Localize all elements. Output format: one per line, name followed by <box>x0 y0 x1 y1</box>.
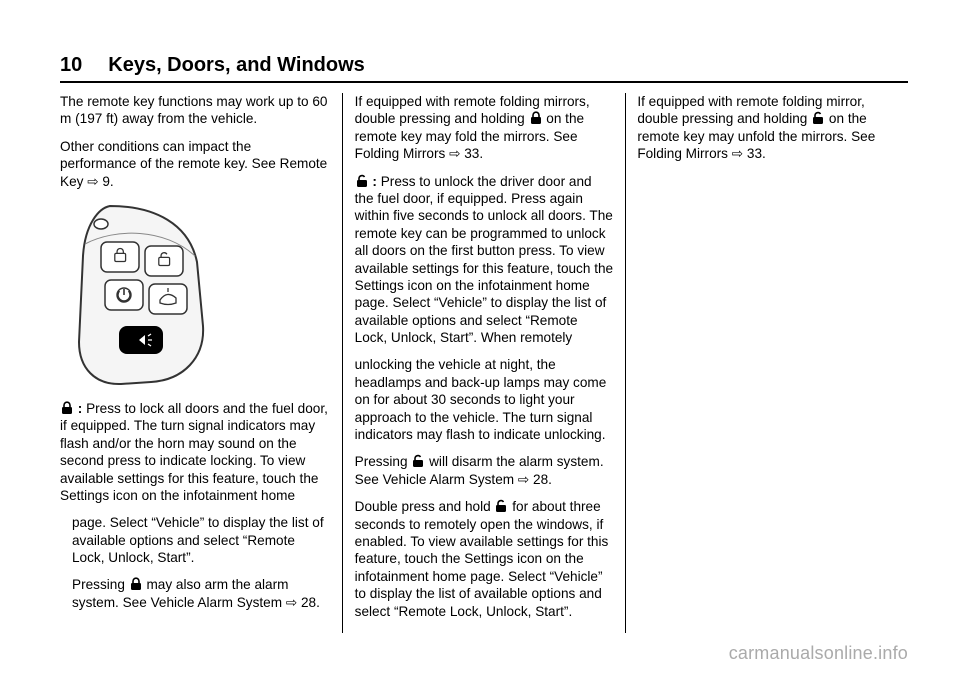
unlock-icon <box>811 111 825 125</box>
reference-mark: ⇨ <box>286 595 297 610</box>
text: for about three seconds to remotely open… <box>355 499 609 618</box>
remote-key-illustration <box>60 200 230 390</box>
paragraph: Double press and hold for about three se… <box>343 498 626 620</box>
text: Press to lock all doors and the fuel doo… <box>60 401 328 503</box>
paragraph: If equipped with remote folding mirrors,… <box>343 93 626 163</box>
text: 28. <box>529 472 552 487</box>
paragraph: : Press to lock all doors and the fuel d… <box>60 400 343 504</box>
watermark: carmanualsonline.info <box>729 643 908 664</box>
unlock-icon <box>411 454 425 468</box>
paragraph: Pressing may also arm the alarm system. … <box>60 576 343 611</box>
chapter-title: Keys, Doors, and Windows <box>108 54 365 77</box>
lock-icon <box>529 111 543 125</box>
text: Double press and hold <box>355 499 495 514</box>
paragraph: : Press to unlock the driver door and th… <box>343 173 626 347</box>
text: Press to unlock the driver door and the … <box>355 174 613 346</box>
paragraph: Pressing will disarm the alarm system. S… <box>343 453 626 488</box>
unlock-icon <box>355 174 369 188</box>
unlock-icon <box>494 499 508 513</box>
lock-icon <box>129 577 143 591</box>
manual-page: 10 Keys, Doors, and Windows The remote k… <box>0 0 960 678</box>
text: 33. <box>460 146 483 161</box>
reference-mark: ⇨ <box>518 472 529 487</box>
text: Pressing <box>72 577 129 592</box>
body-columns: The remote key functions may work up to … <box>60 93 908 633</box>
paragraph: Other conditions can impact the performa… <box>60 138 343 190</box>
paragraph: unlocking the vehicle at night, the head… <box>343 356 626 443</box>
text: 33. <box>743 146 766 161</box>
reference-mark: ⇨ <box>449 146 460 161</box>
text: 28. <box>297 595 320 610</box>
paragraph: If equipped with remote folding mirror, … <box>625 93 908 163</box>
reference-mark: ⇨ <box>87 174 98 189</box>
text: Pressing <box>355 454 412 469</box>
page-header: 10 Keys, Doors, and Windows <box>60 54 908 83</box>
paragraph: page. Select “Vehicle” to display the li… <box>60 514 343 566</box>
lock-icon <box>60 401 74 415</box>
paragraph: The remote key functions may work up to … <box>60 93 343 128</box>
page-number: 10 <box>60 54 82 77</box>
text: 9. <box>99 174 114 189</box>
reference-mark: ⇨ <box>732 146 743 161</box>
